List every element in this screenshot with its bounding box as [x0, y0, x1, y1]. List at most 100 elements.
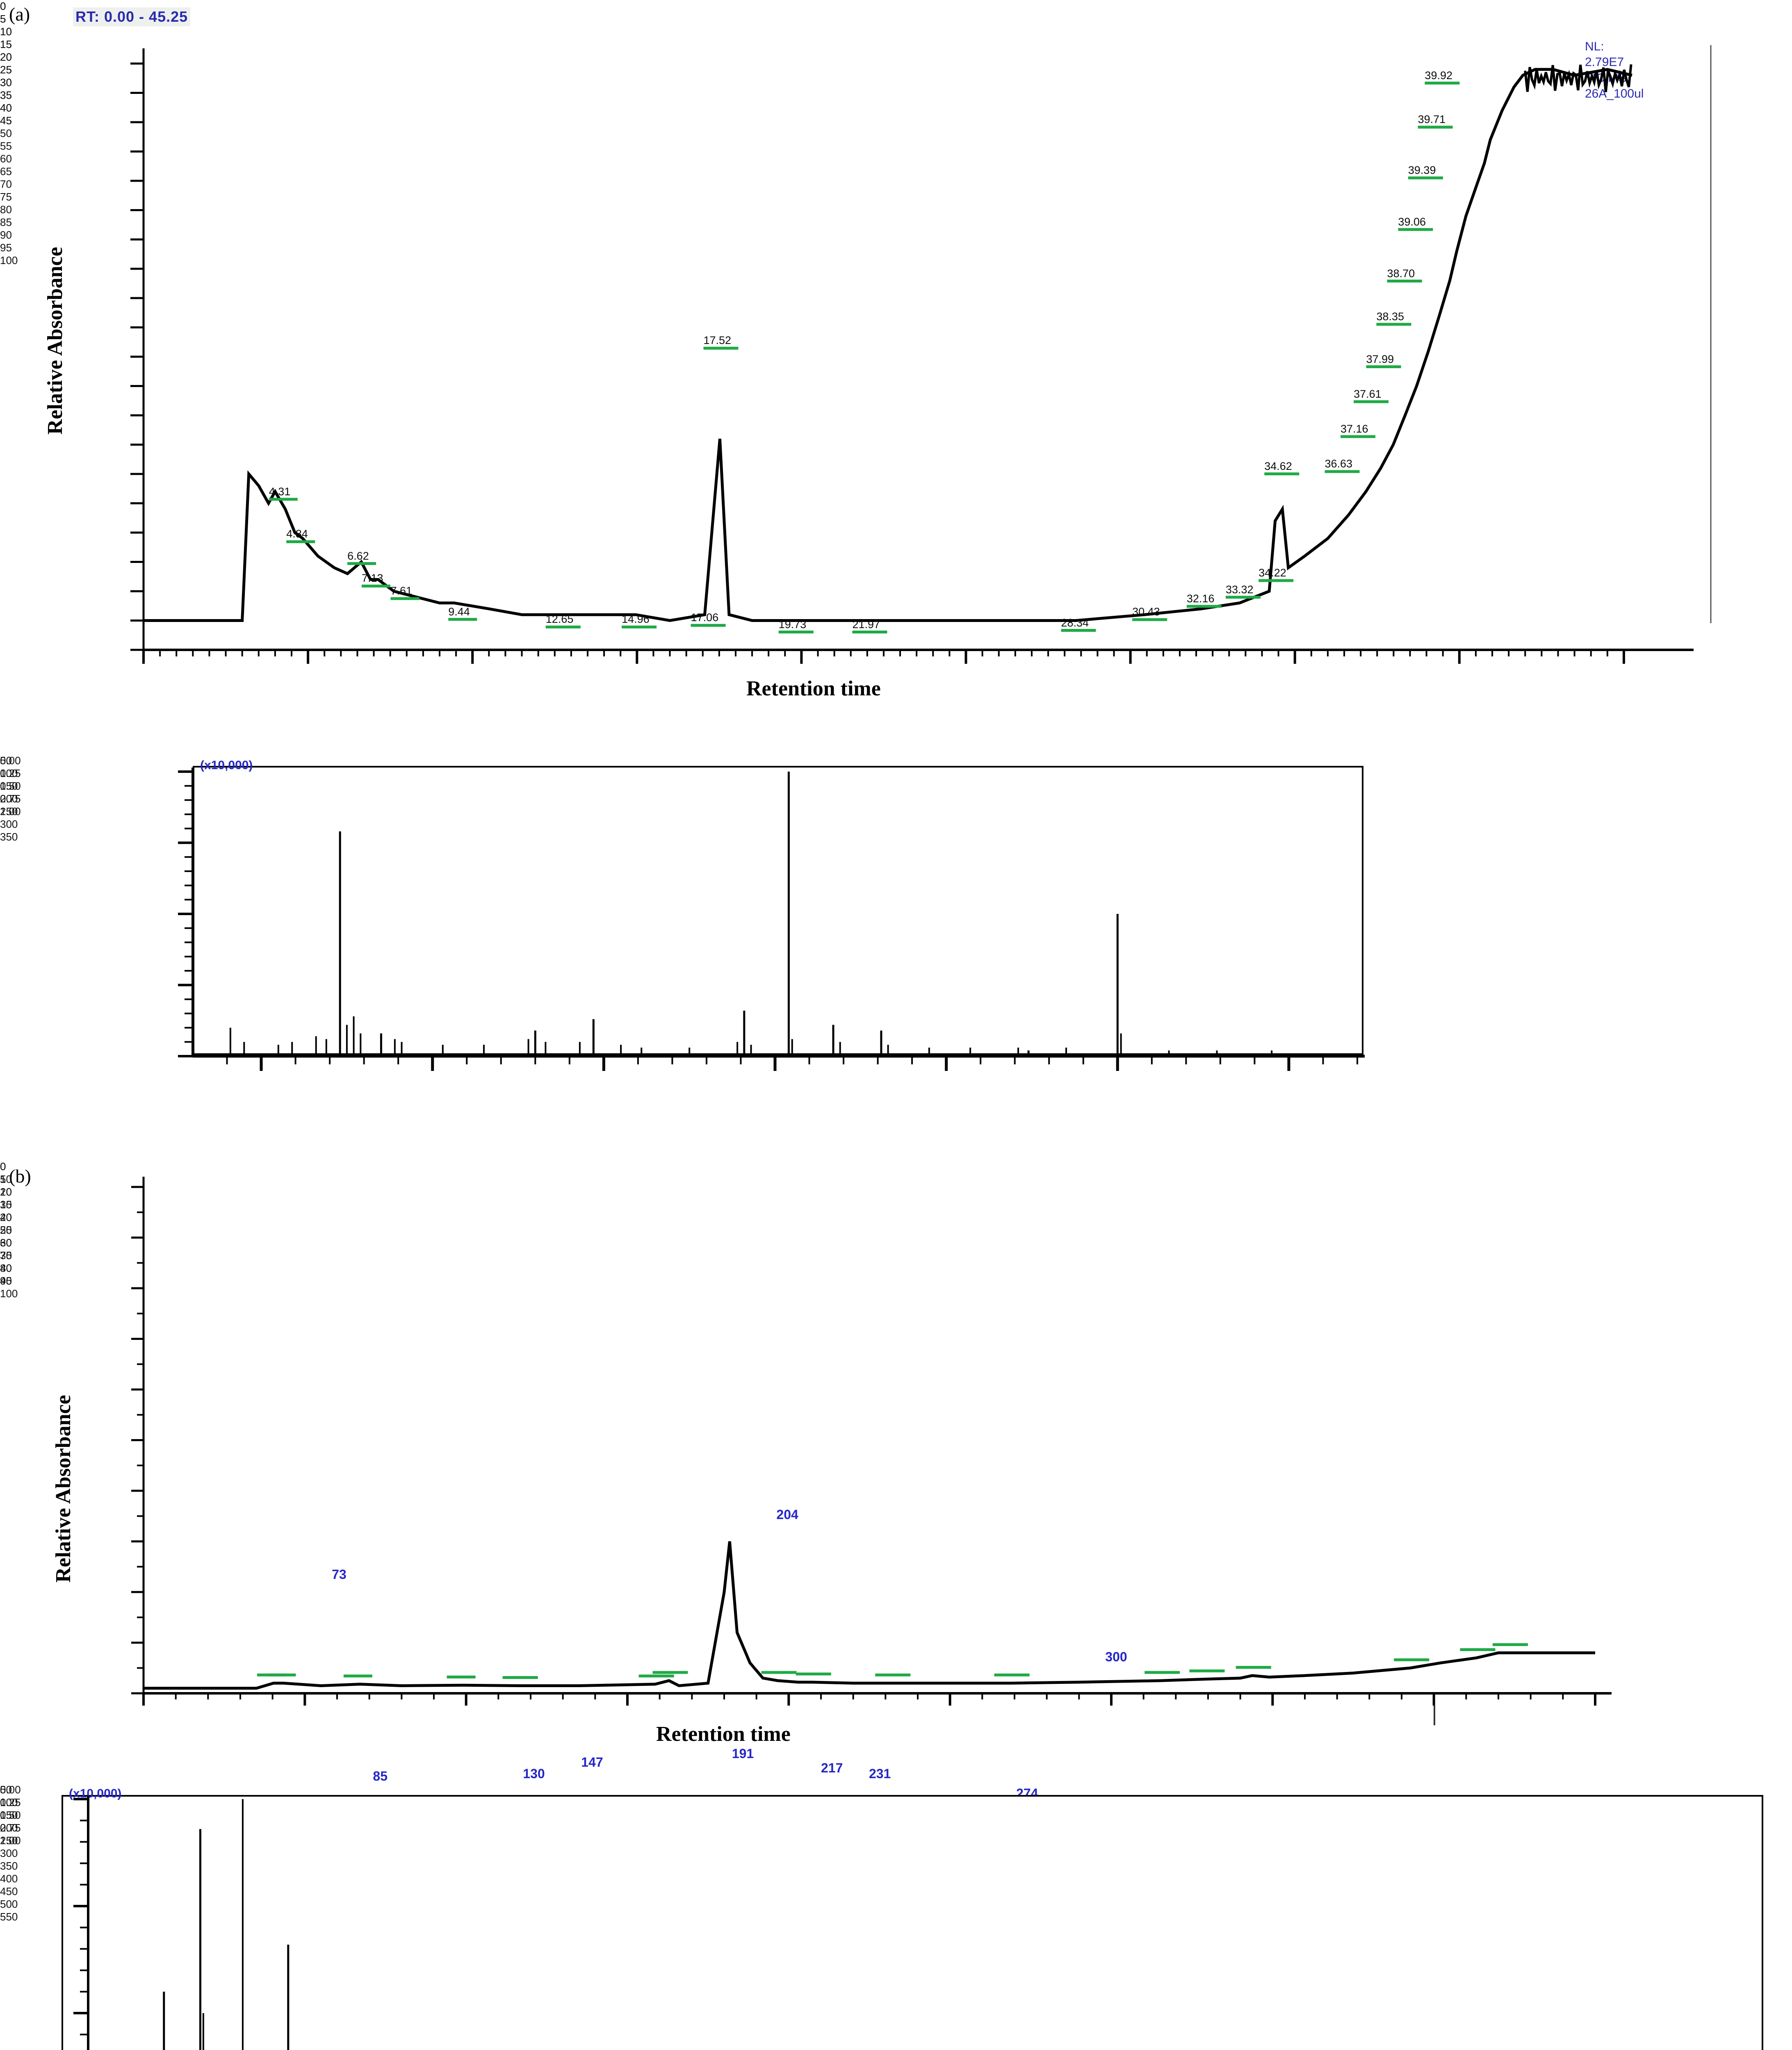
tick-label: 150 — [0, 780, 18, 792]
tick-label: 39.71 — [1418, 113, 1446, 126]
tick-label: 37.61 — [1354, 387, 1382, 400]
tick-label: 300 — [1105, 1649, 1127, 1664]
tick-label: 17.52 — [703, 334, 732, 347]
tick-label: 150 — [0, 1809, 18, 1821]
tick-label: 1.00 — [0, 1834, 21, 1847]
tick-label: 17.06 — [691, 611, 719, 624]
tick-label: 1.00 — [0, 805, 21, 818]
tick-label: 0 — [0, 0, 6, 12]
tick-label: 85 — [0, 216, 12, 228]
tick-label: 10 — [0, 25, 12, 38]
mass-spectrum-a-panel: (x10,000) 0.00 0.25 0.50 0.75 1.00 50 100 150 2… — [0, 754, 1792, 1801]
tick-label: 21.97 — [852, 618, 880, 631]
tick-label: 70 — [0, 178, 12, 190]
tick-label: 20 — [0, 1211, 12, 1223]
tick-label: 25 — [0, 64, 12, 76]
tick-label: 250 — [0, 1834, 18, 1847]
tick-label: 34.62 — [1264, 460, 1292, 472]
chromatogram-a-ylabel: Relative Absorbance — [43, 247, 67, 435]
tick-label: 10 — [0, 1173, 12, 1185]
tick-label: 33.32 — [1225, 583, 1254, 596]
tick-label: 30 — [0, 76, 12, 89]
tick-label: 40 — [0, 1211, 12, 1223]
tick-label: 19.73 — [778, 618, 807, 631]
tick-label: 100 — [0, 1796, 18, 1809]
tick-label: 0 — [0, 1160, 6, 1173]
tick-label: 15 — [0, 1198, 12, 1211]
tick-label: 95 — [0, 241, 12, 254]
tick-label: 450 — [0, 1885, 18, 1897]
tick-label: 100 — [0, 254, 18, 266]
nl-label: NL: — [1585, 40, 1604, 53]
tick-label: 300 — [0, 1847, 18, 1859]
tick-label: 0.25 — [0, 767, 21, 779]
tick-label: 100 — [0, 767, 18, 779]
tick-label: 0.50 — [0, 780, 21, 792]
tick-label: 6.62 — [347, 549, 369, 562]
tick-label: 37.16 — [1341, 422, 1368, 435]
tick-label: 15 — [0, 38, 12, 50]
tick-label: 200 — [0, 793, 18, 805]
tick-label: 38.35 — [1376, 310, 1404, 323]
tick-label: 45 — [0, 114, 12, 127]
tick-label: 90 — [0, 1275, 12, 1287]
tick-label: 400 — [0, 1872, 18, 1885]
tick-label: 35 — [0, 89, 12, 101]
tick-label: 25 — [0, 64, 12, 76]
panel-b-label: (b) — [9, 1166, 31, 1187]
tick-label: 45 — [0, 1275, 12, 1287]
tick-label: 32.16 — [1186, 592, 1215, 605]
tick-label: 0.00 — [0, 754, 21, 767]
tick-label: 350 — [0, 1860, 18, 1872]
tick-label: 147 — [581, 1754, 603, 1770]
tick-label: 85 — [373, 1769, 388, 1784]
nl-value: 2.79E7 — [1585, 55, 1624, 69]
tick-label: 35 — [0, 1249, 12, 1262]
tick-label: 65 — [0, 165, 12, 178]
tick-label: 0 — [0, 1160, 6, 1173]
tick-label: 55 — [0, 140, 12, 152]
tick-label: 0.50 — [0, 1809, 21, 1821]
tick-label: 7.13 — [361, 572, 383, 585]
tick-label: 40 — [0, 1262, 12, 1274]
tick-label: 30 — [0, 1198, 12, 1211]
panel-a-label: (a) — [9, 4, 30, 25]
tick-label: 500 — [0, 1898, 18, 1910]
mass-spectrum-a-scale-label: (x10,000) — [200, 758, 253, 772]
tick-label: 130 — [523, 1766, 545, 1781]
tick-label: 80 — [0, 1262, 12, 1274]
tick-label: 30 — [0, 76, 12, 89]
chromatogram-b-yticklabels: 0 10 20 30 40 50 60 70 80 90 100 — [0, 1160, 18, 1300]
panel-b: (b) Relative Absorbance Retention time 0… — [0, 1160, 1792, 1763]
tick-label: 4.31 — [269, 485, 291, 498]
tick-label: 38.70 — [1387, 267, 1415, 280]
tick-label: 4.84 — [286, 528, 308, 540]
tick-label: 60 — [0, 1237, 12, 1249]
chromatogram-a-xlabel: Retention time — [746, 677, 881, 700]
tick-label: 200 — [0, 1822, 18, 1834]
nl-sample: 26A_100ul — [1585, 87, 1644, 101]
tick-label: 36.63 — [1325, 458, 1353, 470]
tick-label: 37.99 — [1366, 353, 1394, 365]
tick-label: 0.75 — [0, 793, 21, 805]
tick-label: 0.25 — [0, 1796, 21, 1809]
tick-label: 39.39 — [1408, 164, 1436, 176]
tick-label: 204 — [776, 1507, 798, 1522]
tick-label: 40 — [0, 102, 12, 114]
tick-label: 9.44 — [448, 605, 470, 618]
mass-spectrum-a-plot — [178, 768, 1365, 1071]
tick-label: 100 — [0, 1287, 18, 1300]
tick-label: 191 — [732, 1746, 754, 1761]
mass-spectrum-a-xticklabels: 50 100 150 200 250 300 350 — [0, 754, 18, 843]
tick-label: 30 — [0, 1237, 12, 1249]
chromatogram-b-plot — [131, 1177, 1612, 1725]
chromatogram-b-xlabel: Retention time — [656, 1722, 791, 1746]
tick-label: 10 — [0, 1186, 12, 1198]
tick-label: 5 — [0, 1173, 6, 1185]
tick-label: 350 — [0, 831, 18, 843]
chromatogram-b-xticklabels: 0 5 10 15 20 25 30 35 40 45 — [0, 1160, 12, 1287]
tick-label: 14.96 — [622, 613, 650, 626]
tick-label: 25 — [0, 1224, 12, 1236]
tick-label: 50 — [0, 754, 12, 767]
tick-label: 231 — [869, 1766, 891, 1781]
